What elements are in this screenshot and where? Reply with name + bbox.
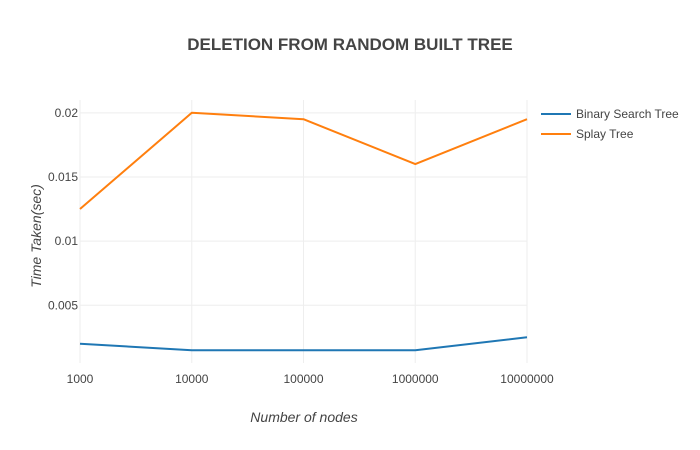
- x-axis-title: Number of nodes: [250, 409, 357, 425]
- x-tick-label: 10000: [175, 372, 209, 386]
- y-axis-ticks: 0.005 0.01 0.015 0.02: [48, 106, 78, 312]
- y-tick-label: 0.01: [55, 234, 79, 248]
- legend-label: Splay Tree: [576, 127, 634, 141]
- y-tick-label: 0.015: [48, 170, 78, 184]
- data-point[interactable]: [189, 110, 195, 116]
- series-lines: [77, 110, 530, 353]
- x-tick-label: 10000000: [500, 372, 554, 386]
- series-line-splay-tree: [79, 111, 528, 210]
- data-point[interactable]: [524, 116, 530, 122]
- x-tick-label: 1000000: [392, 372, 439, 386]
- legend-item[interactable]: Binary Search Tree: [541, 107, 679, 121]
- chart-title: DELETION FROM RANDOM BUILT TREE: [187, 35, 513, 54]
- legend[interactable]: Binary Search Tree Splay Tree: [541, 107, 679, 141]
- series-line-binary-search-tree: [79, 336, 528, 352]
- legend-label: Binary Search Tree: [576, 107, 679, 121]
- data-point[interactable]: [412, 161, 418, 167]
- data-point[interactable]: [301, 116, 307, 122]
- data-point[interactable]: [77, 341, 83, 347]
- legend-item[interactable]: Splay Tree: [541, 127, 634, 141]
- x-axis-ticks: 1000 10000 100000 1000000 10000000: [67, 372, 554, 386]
- y-tick-label: 0.02: [55, 106, 79, 120]
- data-point[interactable]: [77, 206, 83, 212]
- data-point[interactable]: [412, 347, 418, 353]
- x-tick-label: 100000: [283, 372, 323, 386]
- x-tick-label: 1000: [67, 372, 94, 386]
- grid: [79, 100, 528, 363]
- y-tick-label: 0.005: [48, 298, 78, 312]
- y-axis-title: Time Taken(sec): [28, 184, 44, 288]
- data-point[interactable]: [524, 334, 530, 340]
- data-point[interactable]: [301, 347, 307, 353]
- data-point[interactable]: [189, 347, 195, 353]
